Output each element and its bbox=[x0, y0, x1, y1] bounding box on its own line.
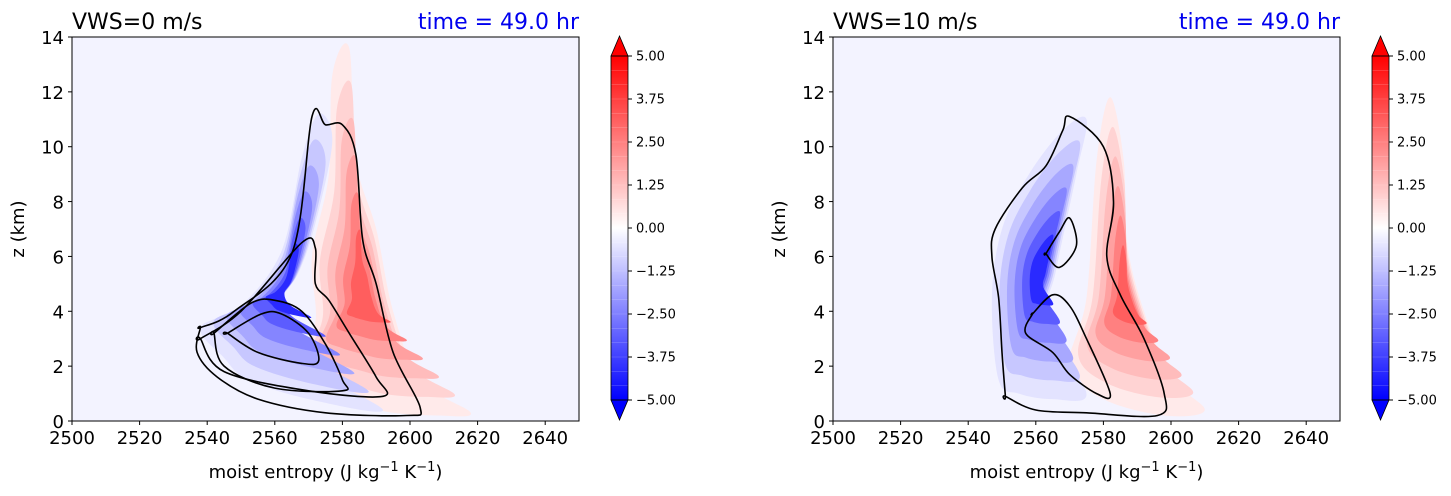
time-label: time = 49.0 hr bbox=[418, 10, 580, 35]
y-tick-label: 2 bbox=[53, 357, 64, 378]
y-tick-label: 8 bbox=[814, 193, 825, 214]
colorbar-tick-label: 0.00 bbox=[636, 222, 665, 237]
colorbar-extend-max bbox=[610, 34, 629, 57]
colorbar-tick-label: 1.25 bbox=[1397, 179, 1426, 194]
panel-title: VWS=0 m/s bbox=[72, 10, 203, 35]
x-tick-label: 2580 bbox=[1080, 428, 1126, 449]
x-tick-label: 2560 bbox=[1013, 428, 1059, 449]
x-tick-label: 2520 bbox=[117, 428, 163, 449]
colorbar-tick-label: 5.00 bbox=[636, 50, 665, 65]
positive-fill-level-6 bbox=[1112, 245, 1147, 325]
x-tick-label: 2520 bbox=[878, 428, 924, 449]
y-tick-label: 2 bbox=[814, 357, 825, 378]
contour-field bbox=[195, 43, 472, 417]
colorbar-extend-min bbox=[1371, 399, 1390, 422]
y-tick-label: 4 bbox=[814, 302, 825, 323]
contour-line-1 bbox=[195, 107, 422, 417]
y-axis-label: z (km) bbox=[769, 200, 790, 257]
colorbar-tick-label: −5.00 bbox=[636, 394, 676, 409]
panel-title: VWS=10 m/s bbox=[833, 10, 978, 35]
y-tick-label: 10 bbox=[41, 138, 64, 159]
y-tick-label: 4 bbox=[53, 302, 64, 323]
x-tick-label: 2600 bbox=[387, 428, 433, 449]
colorbar-tick-label: 3.75 bbox=[1397, 93, 1426, 108]
x-tick-label: 2580 bbox=[319, 428, 365, 449]
colorbar-extend-max bbox=[1371, 34, 1390, 57]
x-tick-label: 2640 bbox=[1283, 428, 1329, 449]
colorbar-tick-label: −1.25 bbox=[1397, 265, 1437, 280]
contour-line-3 bbox=[1043, 216, 1078, 269]
y-tick-label: 14 bbox=[802, 28, 825, 49]
x-tick-label: 2620 bbox=[1216, 428, 1262, 449]
colorbar-tick-label: 2.50 bbox=[636, 136, 665, 151]
y-tick-label: 12 bbox=[802, 83, 825, 104]
contour-line-1 bbox=[990, 115, 1168, 418]
colorbar-tick-label: −3.75 bbox=[636, 351, 676, 366]
colorbar-tick-label: −3.75 bbox=[1397, 351, 1437, 366]
y-tick-label: 12 bbox=[41, 83, 64, 104]
colorbar-tick-label: 3.75 bbox=[636, 93, 665, 108]
y-tick-label: 0 bbox=[53, 412, 64, 433]
y-axis-label: z (km) bbox=[8, 200, 29, 257]
x-axis-label: moist entropy (J kg−1 K−1) bbox=[970, 460, 1204, 483]
x-tick-label: 2540 bbox=[184, 428, 230, 449]
y-tick-label: 10 bbox=[802, 138, 825, 159]
colorbar: 5.00 3.75 2.50 1.25 0.00 −1.25 −2.50 −3.75 −5.00 bbox=[610, 34, 676, 422]
x-tick-label: 2500 bbox=[810, 428, 856, 449]
x-tick-label: 2540 bbox=[945, 428, 991, 449]
colorbar-tick-label: −5.00 bbox=[1397, 394, 1437, 409]
contour-line-3 bbox=[210, 298, 349, 393]
y-tick-label: 6 bbox=[814, 247, 825, 268]
colorbar: 5.00 3.75 2.50 1.25 0.00 −1.25 −2.50 −3.75 −5.00 bbox=[1371, 34, 1437, 422]
y-tick-label: 0 bbox=[814, 412, 825, 433]
colorbar-extend-min bbox=[610, 399, 629, 422]
x-tick-label: 2560 bbox=[252, 428, 298, 449]
y-tick-label: 8 bbox=[53, 193, 64, 214]
contour-field bbox=[990, 97, 1205, 418]
contour-line-2 bbox=[1024, 293, 1112, 400]
axes-frame bbox=[832, 36, 1341, 422]
x-tick-label: 2500 bbox=[49, 428, 95, 449]
panel-2: 2500 2520 2540 2560 2580 2600 2620 2640 0 2 4 6 8 10 1… bbox=[769, 10, 1437, 483]
time-label: time = 49.0 hr bbox=[1179, 10, 1341, 35]
x-tick-label: 2620 bbox=[455, 428, 501, 449]
colorbar-gradient bbox=[611, 56, 628, 400]
colorbar-tick-label: 2.50 bbox=[1397, 136, 1426, 151]
x-tick-label: 2600 bbox=[1148, 428, 1194, 449]
colorbar-tick-label: −1.25 bbox=[636, 265, 676, 280]
panel-1: 2500 2520 2540 2560 2580 2600 2620 2640 0 2 4 6 8 10 1… bbox=[8, 10, 676, 483]
colorbar-tick-label: 5.00 bbox=[1397, 50, 1426, 65]
colorbar-tick-label: −2.50 bbox=[1397, 308, 1437, 323]
colorbar-gradient bbox=[1372, 56, 1389, 400]
colorbar-tick-label: 0.00 bbox=[1397, 222, 1426, 237]
colorbar-tick-label: −2.50 bbox=[636, 308, 676, 323]
colorbar-tick-label: 1.25 bbox=[636, 179, 665, 194]
y-tick-label: 14 bbox=[41, 28, 64, 49]
x-axis-label: moist entropy (J kg−1 K−1) bbox=[209, 460, 443, 483]
negative-fill-level-6 bbox=[265, 243, 312, 319]
positive-fill-level-6 bbox=[346, 229, 391, 323]
contour-line-2 bbox=[195, 237, 389, 398]
axes-frame bbox=[71, 36, 580, 422]
contour-line-4 bbox=[222, 310, 320, 366]
x-tick-label: 2640 bbox=[522, 428, 568, 449]
y-tick-label: 6 bbox=[53, 247, 64, 268]
